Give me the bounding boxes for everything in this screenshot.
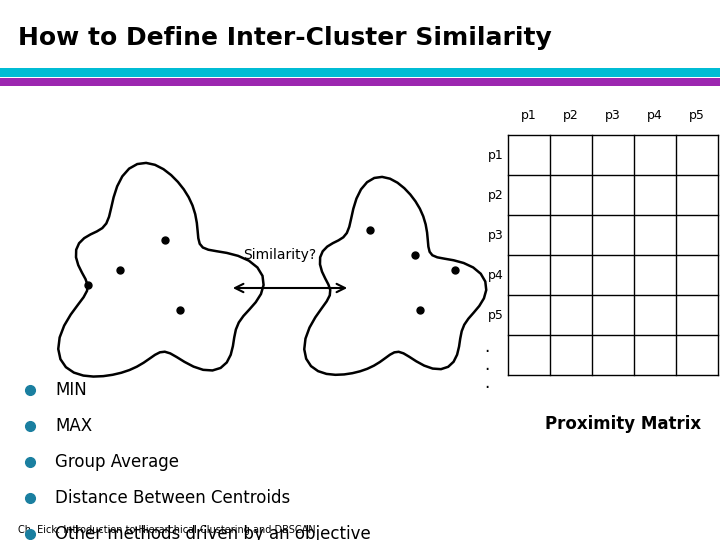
- Text: p3: p3: [605, 109, 621, 122]
- Text: .: .: [484, 374, 490, 392]
- Text: MIN: MIN: [55, 381, 86, 399]
- Text: p2: p2: [488, 188, 504, 201]
- Text: p1: p1: [488, 148, 504, 161]
- Text: Similarity?: Similarity?: [243, 248, 317, 262]
- Text: Group Average: Group Average: [55, 453, 179, 471]
- Text: p3: p3: [488, 228, 504, 241]
- Text: p4: p4: [488, 268, 504, 281]
- Text: p1: p1: [521, 109, 537, 122]
- Text: Proximity Matrix: Proximity Matrix: [545, 415, 701, 433]
- Text: How to Define Inter-Cluster Similarity: How to Define Inter-Cluster Similarity: [18, 26, 552, 50]
- Text: Ch. Eick: Introduction to Hierarchical Clustering and DBSCAN: Ch. Eick: Introduction to Hierarchical C…: [18, 525, 315, 535]
- Text: .: .: [484, 356, 490, 374]
- Text: Other methods driven by an objective: Other methods driven by an objective: [55, 525, 371, 540]
- Text: MAX: MAX: [55, 417, 92, 435]
- Text: p5: p5: [488, 308, 504, 321]
- Text: .: .: [484, 338, 490, 356]
- Bar: [0, 78, 720, 86]
- Text: p4: p4: [647, 109, 663, 122]
- Text: Distance Between Centroids: Distance Between Centroids: [55, 489, 290, 507]
- Text: p2: p2: [563, 109, 579, 122]
- Bar: [0, 68, 720, 77]
- Text: p5: p5: [689, 109, 705, 122]
